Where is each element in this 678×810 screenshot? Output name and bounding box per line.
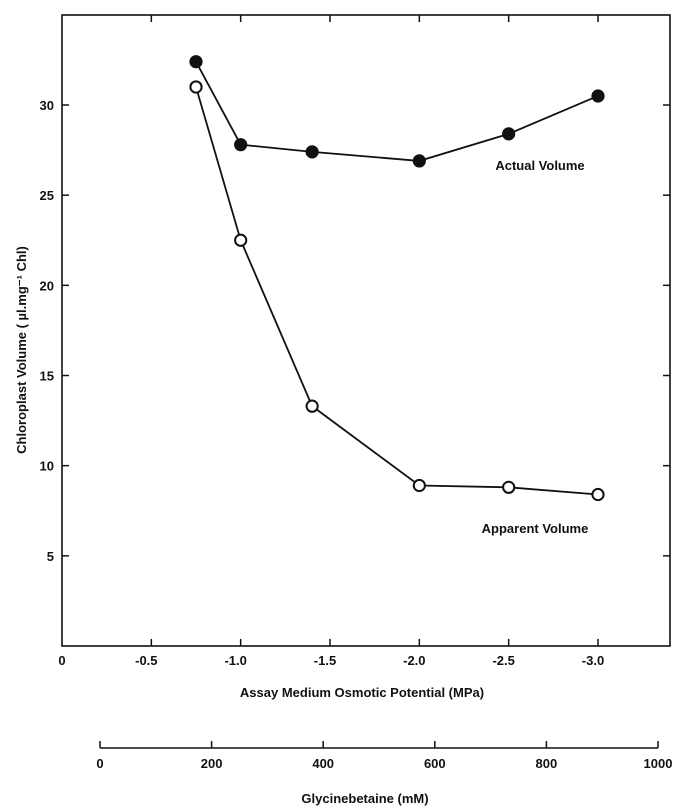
- actual-volume-point: [502, 127, 516, 141]
- x2-tick-label: 0: [96, 756, 103, 771]
- x-tick-label: -2.0: [403, 653, 425, 668]
- apparent-volume-point: [412, 478, 426, 493]
- y-tick-label: 10: [40, 459, 54, 474]
- x2-axis-title: Glycinebetaine (mM): [301, 791, 428, 806]
- apparent-volume-point: [234, 233, 248, 247]
- x2-tick-label: 400: [312, 756, 334, 771]
- x2-tick-label: 600: [424, 756, 446, 771]
- x-tick-label: -2.5: [492, 653, 514, 668]
- x-tick-label: -1.5: [314, 653, 336, 668]
- x-tick-label: 0: [58, 653, 65, 668]
- y-axis: 5 10 15 20 25 30: [40, 98, 670, 564]
- actual-volume-point: [591, 89, 605, 103]
- x2-tick-label: 800: [536, 756, 558, 771]
- glycinebetaine-axis: 0 200 400 600 800 1000: [96, 741, 672, 771]
- series-line: [195, 86, 599, 496]
- y-axis-title: Chloroplast Volume ( µl.mg⁻¹ Chl): [14, 246, 29, 454]
- actual-volume-point: [412, 154, 426, 168]
- x-axis-title: Assay Medium Osmotic Potential (MPa): [240, 685, 484, 700]
- y-tick-label: 25: [40, 188, 54, 203]
- actual-volume-point: [234, 138, 248, 152]
- actual-volume-point: [189, 55, 203, 69]
- actual-volume-point: [305, 145, 319, 159]
- x2-tick-label: 1000: [644, 756, 673, 771]
- series-actual-volume: [189, 55, 605, 168]
- x-axis: 0 -0.5 -1.0 -1.5 -2.0 -2.5 -3.0: [58, 15, 604, 668]
- y-tick-label: 20: [40, 278, 54, 293]
- x-tick-label: -3.0: [582, 653, 604, 668]
- series-apparent-volume: [189, 80, 605, 502]
- series-line: [195, 61, 599, 162]
- plot-border: [61, 14, 671, 647]
- annotation-actual-volume: Actual Volume: [495, 158, 584, 173]
- x-tick-label: -1.0: [224, 653, 246, 668]
- apparent-volume-point: [591, 487, 605, 502]
- x2-tick-label: 200: [201, 756, 223, 771]
- y-tick-label: 5: [47, 549, 54, 564]
- y-tick-label: 30: [40, 98, 54, 113]
- y-tick-label: 15: [40, 369, 54, 384]
- series-layer: [189, 55, 605, 502]
- annotation-apparent-volume: Apparent Volume: [482, 521, 589, 536]
- apparent-volume-point: [305, 399, 319, 413]
- plot-frame: [61, 14, 671, 647]
- apparent-volume-point: [189, 80, 203, 94]
- x-tick-label: -0.5: [135, 653, 157, 668]
- apparent-volume-point: [502, 480, 516, 494]
